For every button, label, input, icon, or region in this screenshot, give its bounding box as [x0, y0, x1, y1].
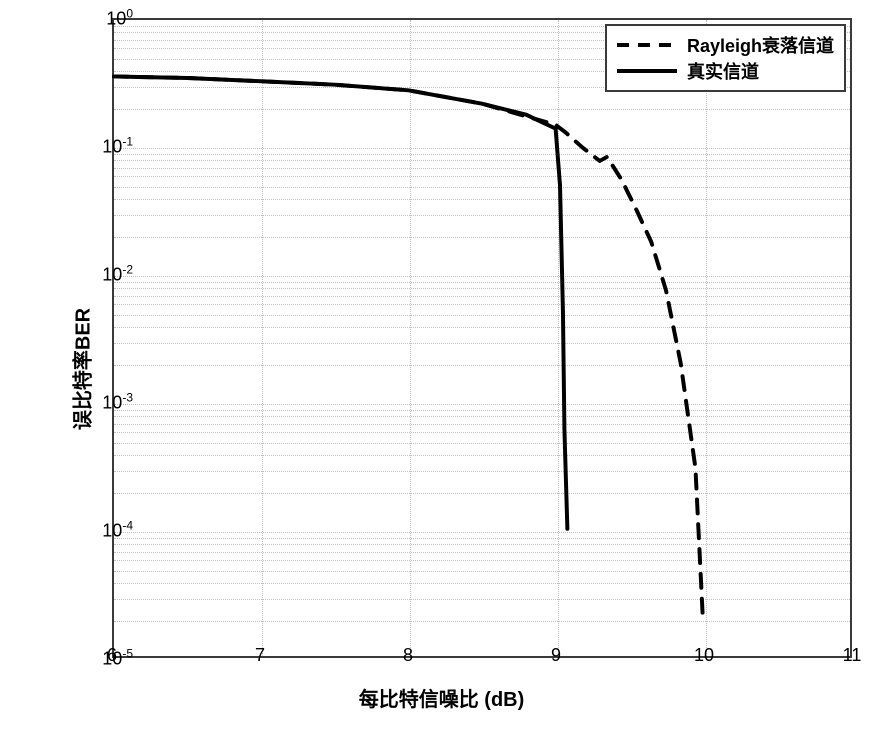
legend-item: 真实信道	[617, 58, 834, 84]
xtick-label: 10	[694, 645, 714, 666]
plot-area: Rayleigh衰落信道 真实信道	[112, 18, 852, 658]
y-axis-label: 误比特率BER	[67, 307, 96, 429]
xtick-label: 11	[843, 645, 862, 666]
ytick-label: 10-1	[102, 135, 133, 158]
ytick-label: 10-5	[102, 647, 133, 670]
ber-chart: Rayleigh衰落信道 真实信道	[112, 18, 852, 658]
series-line	[114, 76, 567, 528]
xtick-label: 7	[255, 645, 265, 666]
series-line	[114, 76, 703, 617]
ytick-label: 10-4	[102, 519, 133, 542]
ytick-label: 10-3	[102, 391, 133, 414]
series-layer	[114, 20, 850, 656]
legend: Rayleigh衰落信道 真实信道	[605, 24, 846, 92]
ytick-label: 10-2	[102, 263, 133, 286]
x-axis-label: 每比特信噪比 (dB)	[359, 683, 525, 712]
legend-label: Rayleigh衰落信道	[687, 32, 834, 58]
xtick-label: 8	[403, 645, 413, 666]
legend-item: Rayleigh衰落信道	[617, 32, 834, 58]
ytick-label: 100	[106, 7, 133, 30]
xtick-label: 9	[551, 645, 561, 666]
legend-label: 真实信道	[687, 58, 759, 84]
